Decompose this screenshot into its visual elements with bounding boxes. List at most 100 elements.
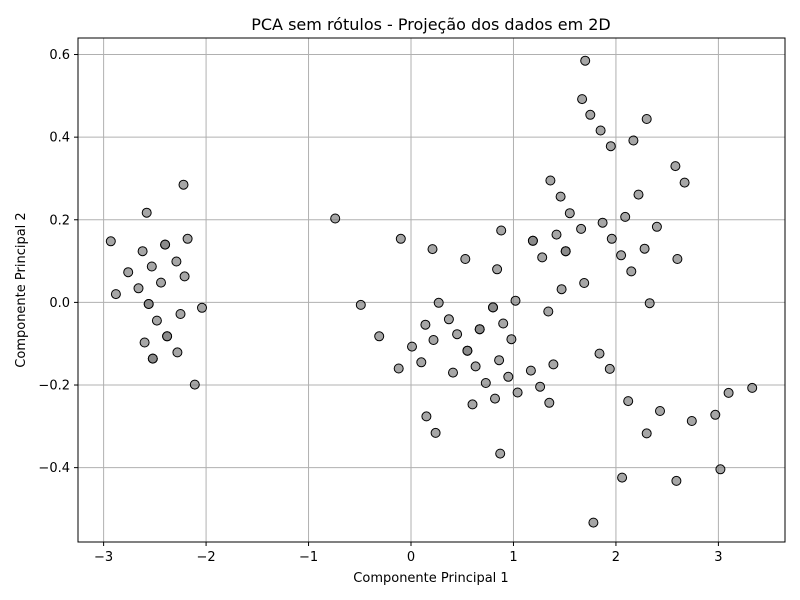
data-point — [580, 55, 591, 66]
data-point — [141, 207, 152, 218]
data-point — [393, 363, 404, 374]
data-point — [512, 387, 523, 398]
y-tick-label: 0.6 — [49, 48, 70, 63]
data-point — [577, 94, 588, 105]
data-point — [470, 361, 481, 372]
data-point — [137, 246, 148, 257]
data-point — [672, 254, 683, 264]
data-point — [427, 244, 438, 255]
x-axis-label: Componente Principal 1 — [353, 571, 508, 586]
data-point — [355, 299, 366, 310]
data-point — [579, 278, 590, 288]
data-point — [179, 271, 190, 282]
data-point — [548, 359, 559, 370]
data-point — [460, 254, 471, 264]
data-point — [443, 314, 454, 325]
x-tick-label: −2 — [196, 550, 215, 565]
data-point — [197, 302, 207, 313]
data-point — [679, 177, 690, 188]
data-point — [156, 277, 166, 288]
grid-lines — [78, 38, 785, 542]
data-point — [495, 448, 506, 459]
data-point — [330, 213, 341, 224]
data-point — [480, 378, 491, 388]
data-point — [710, 409, 721, 420]
y-tick-label: −0.2 — [38, 379, 70, 394]
data-point — [555, 191, 566, 202]
chart-title: PCA sem rótulos - Projeção dos dados em … — [251, 15, 611, 34]
data-point — [633, 189, 644, 200]
data-point — [492, 264, 503, 275]
y-axis-ticks: −0.4 −0.2 0.0 0.2 0.4 0.6 — [38, 48, 78, 476]
x-axis-ticks: −3 −2 −1 0 1 2 3 — [94, 542, 723, 565]
data-point — [490, 393, 500, 404]
data-point — [597, 217, 608, 228]
data-point — [123, 267, 134, 278]
data-point — [430, 427, 441, 438]
data-point — [527, 235, 538, 246]
data-point — [556, 284, 567, 295]
data-point — [448, 367, 458, 378]
data-point — [535, 381, 546, 392]
data-point — [715, 464, 726, 475]
data-point — [655, 406, 665, 416]
x-tick-label: −3 — [94, 550, 113, 565]
data-points — [105, 55, 758, 528]
data-point — [641, 428, 652, 439]
data-point — [628, 135, 639, 146]
data-point — [172, 347, 183, 358]
data-point — [639, 243, 650, 254]
data-point — [105, 236, 116, 247]
data-point — [588, 517, 599, 528]
data-point — [544, 397, 555, 408]
data-point — [474, 324, 485, 335]
data-point — [139, 337, 150, 348]
y-tick-label: 0.0 — [49, 296, 70, 311]
data-point — [623, 396, 634, 407]
data-point — [151, 315, 162, 326]
data-point — [374, 331, 385, 342]
data-point — [723, 387, 734, 398]
y-tick-label: 0.4 — [49, 131, 70, 146]
data-point — [494, 355, 505, 366]
data-point — [551, 229, 562, 240]
data-point — [467, 399, 478, 410]
y-tick-label: 0.2 — [49, 213, 70, 228]
x-tick-label: 2 — [612, 550, 620, 565]
data-point — [616, 250, 627, 261]
data-point — [670, 161, 681, 172]
data-point — [407, 341, 417, 352]
plot-frame — [77, 37, 786, 543]
data-point — [178, 179, 189, 190]
data-point — [171, 256, 182, 267]
data-point — [747, 382, 758, 393]
data-point — [537, 252, 548, 263]
data-point — [160, 239, 171, 250]
data-point — [585, 109, 596, 120]
data-point — [525, 365, 536, 376]
data-point — [488, 302, 498, 313]
data-point — [162, 331, 173, 342]
data-point — [146, 261, 157, 272]
data-point — [641, 114, 652, 124]
data-point — [433, 297, 444, 308]
data-point — [503, 371, 514, 382]
data-point — [686, 416, 697, 426]
data-point — [606, 233, 617, 244]
data-point — [560, 246, 571, 257]
x-tick-label: 1 — [509, 550, 517, 565]
data-point — [576, 223, 587, 234]
data-point — [644, 298, 655, 309]
data-point — [143, 299, 154, 309]
data-point — [620, 211, 631, 222]
data-point — [133, 283, 144, 294]
data-point — [462, 345, 473, 356]
y-axis-label: Componente Principal 2 — [14, 212, 29, 367]
data-point — [594, 348, 605, 359]
data-point — [564, 208, 575, 219]
y-tick-label: −0.4 — [38, 461, 70, 476]
data-point — [452, 329, 463, 340]
data-point — [496, 225, 507, 236]
data-point — [110, 289, 121, 300]
